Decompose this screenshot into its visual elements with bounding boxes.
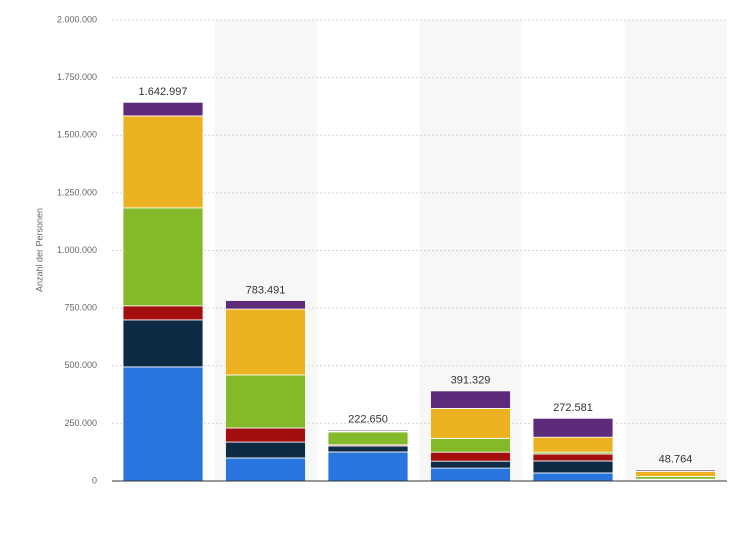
total-label: 48.764 (659, 454, 693, 466)
y-tick-label: 1.500.000 (57, 130, 97, 140)
column-band (624, 20, 727, 481)
bar-segment (635, 475, 716, 480)
y-tick-label: 1.000.000 (57, 245, 97, 255)
bar-segment (430, 437, 511, 453)
total-label: 222.650 (348, 414, 388, 426)
y-tick-label: 2.000.000 (57, 14, 97, 24)
bar-segment (635, 470, 716, 477)
bar-segment (122, 305, 204, 321)
bar-segment (327, 431, 409, 446)
bar-segment (532, 417, 614, 438)
bar-segment (225, 457, 306, 482)
bar-segment (430, 390, 511, 409)
bar-segment (327, 451, 409, 482)
bar-segment (122, 207, 204, 307)
bar-segment (327, 445, 409, 453)
y-tick-label: 500.000 (64, 360, 97, 370)
bar-segment (122, 115, 204, 209)
bar-segment (430, 467, 511, 482)
bar-segment (532, 472, 614, 482)
bar-segment (532, 453, 614, 462)
y-tick-label: 1.750.000 (57, 72, 97, 82)
bar-segment (225, 427, 306, 443)
total-label: 272.581 (553, 402, 593, 414)
bar-segment (430, 451, 511, 462)
y-tick-label: 1.250.000 (57, 187, 97, 197)
bar-segment (430, 407, 511, 439)
bar-segment (225, 374, 306, 429)
bar-segment (532, 460, 614, 474)
y-tick-label: 750.000 (64, 303, 97, 313)
bar-segment (122, 319, 204, 368)
y-tick-label: 0 (92, 475, 97, 485)
bar-segment (635, 469, 716, 472)
bar-segment (122, 366, 204, 482)
total-label: 783.491 (246, 284, 286, 296)
total-label: 391.329 (451, 375, 491, 387)
bar-segment (532, 436, 614, 453)
bar-segment (225, 441, 306, 459)
y-tick-label: 250.000 (64, 418, 97, 428)
bar-segment (225, 300, 306, 310)
bar-segment (430, 460, 511, 469)
bar-segment (122, 101, 204, 117)
total-label: 1.642.997 (139, 86, 188, 98)
bar-segment (327, 429, 409, 432)
bar-segment (225, 308, 306, 376)
y-axis-label: Anzahl der Personen (34, 208, 44, 292)
